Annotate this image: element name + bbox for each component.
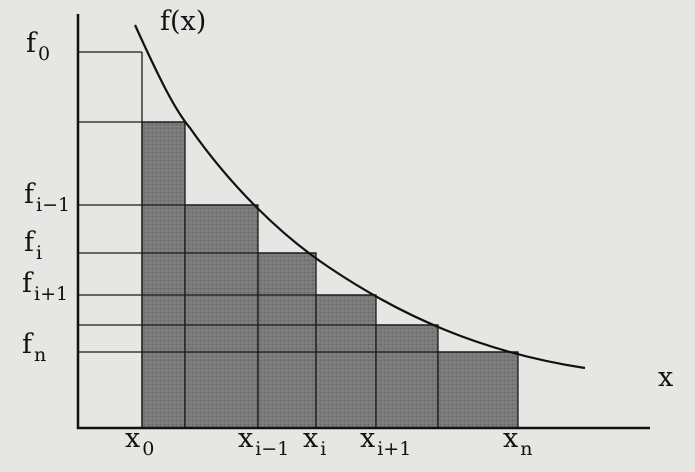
label-subscript: i−1	[36, 194, 70, 216]
x-label: x i+1	[360, 423, 411, 460]
rectangle	[437, 351, 519, 429]
y-label: f i−1	[24, 179, 70, 216]
curve	[133, 24, 586, 370]
y-labels: f 0f i−1f if i+1f n	[22, 28, 70, 366]
label-subscript: i+1	[34, 283, 68, 305]
label-subscript: n	[34, 344, 46, 366]
label-subscript: i+1	[377, 438, 411, 460]
x-axis-label: x	[658, 362, 673, 393]
rectangle	[315, 294, 377, 429]
rectangle	[141, 121, 186, 429]
label-base: x	[125, 423, 140, 454]
level-lines	[78, 51, 518, 428]
label-base: f	[26, 28, 38, 59]
rectangle	[257, 252, 317, 429]
label-subscript: 0	[38, 43, 50, 65]
label-base: x	[238, 423, 253, 454]
label-base: x	[303, 423, 318, 454]
x-labels: x 0 x i−1 x i x i+1 x n	[125, 423, 532, 460]
curve-label: f(x)	[160, 6, 206, 37]
label-base: f	[24, 227, 36, 258]
label-base: x	[360, 423, 375, 454]
label-base: f	[22, 268, 34, 299]
label-subscript: 0	[142, 438, 154, 460]
label-base: f	[24, 179, 36, 210]
label-base: f	[22, 329, 34, 360]
rectangle	[184, 204, 259, 429]
label-base: x	[503, 423, 518, 454]
axes	[76, 14, 650, 430]
x-label: x i−1	[238, 423, 289, 460]
label-subscript: i	[36, 242, 42, 264]
label-subscript: n	[520, 438, 532, 460]
y-label: f i+1	[22, 268, 68, 305]
label-subscript: i	[320, 438, 326, 460]
rectangle	[375, 324, 439, 429]
riemann-rectangles	[141, 121, 519, 429]
label-subscript: i−1	[255, 438, 289, 460]
